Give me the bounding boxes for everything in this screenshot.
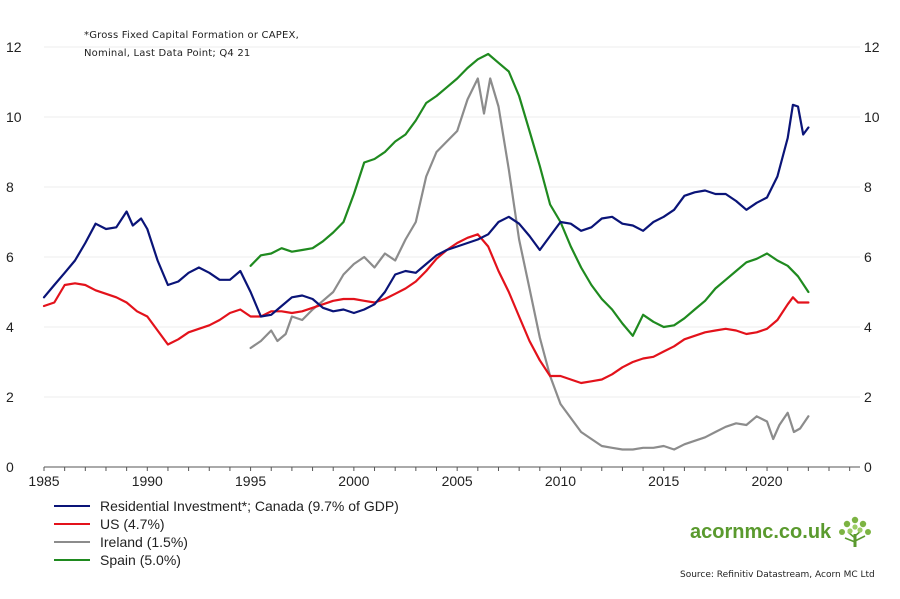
y-tick-right-4: 4	[864, 319, 872, 335]
x-tick-label-2000: 2000	[338, 473, 369, 489]
y-tick-left-6: 6	[6, 249, 14, 265]
legend-item-ireland: Ireland (1.5%)	[54, 533, 399, 551]
x-tick-label-2005: 2005	[442, 473, 473, 489]
legend-swatch-spain	[54, 559, 90, 561]
legend-swatch-canada	[54, 505, 90, 507]
tree-icon	[839, 516, 872, 547]
axes	[43, 466, 860, 471]
chart-note-line-1: *Gross Fixed Capital Formation or CAPEX,	[84, 30, 299, 41]
x-tick-label-1995: 1995	[235, 473, 266, 489]
y-tick-left-2: 2	[6, 389, 14, 405]
legend-label-us: US (4.7%)	[100, 516, 165, 532]
legend: Residential Investment*; Canada (9.7% of…	[54, 497, 399, 569]
x-tick-label-2020: 2020	[751, 473, 782, 489]
legend-item-canada: Residential Investment*; Canada (9.7% of…	[54, 497, 399, 515]
y-tick-right-2: 2	[864, 389, 872, 405]
series-lines	[42, 52, 810, 451]
tick-labels: 0 2 4 6 8 10 12 0 2 4 6 8 10 12 1985 1990 1995 2000 2005 20…	[6, 39, 880, 489]
y-tick-right-10: 10	[864, 109, 880, 125]
gridlines	[44, 46, 860, 398]
series-line-1	[42, 233, 810, 385]
series-line-2	[249, 77, 810, 451]
y-tick-left-4: 4	[6, 319, 14, 335]
y-tick-right-12: 12	[864, 39, 880, 55]
y-tick-left-10: 10	[6, 109, 22, 125]
legend-swatch-ireland	[54, 541, 90, 543]
y-tick-right-6: 6	[864, 249, 872, 265]
legend-swatch-us	[54, 523, 90, 525]
y-tick-left-0: 0	[6, 459, 14, 475]
brand: acornmc.co.uk	[690, 514, 873, 550]
series-line-0	[42, 103, 810, 318]
x-tick-label-1990: 1990	[132, 473, 163, 489]
legend-label-spain: Spain (5.0%)	[100, 552, 181, 568]
source-note: Source: Refinitiv Datastream, Acorn MC L…	[680, 570, 875, 580]
legend-item-spain: Spain (5.0%)	[54, 551, 399, 569]
x-tick-label-2010: 2010	[545, 473, 576, 489]
legend-label-canada: Residential Investment*; Canada (9.7% of…	[100, 498, 399, 514]
y-tick-left-12: 12	[6, 39, 22, 55]
y-tick-right-8: 8	[864, 179, 872, 195]
legend-label-ireland: Ireland (1.5%)	[100, 534, 188, 550]
brand-name: acornmc.co.uk	[690, 520, 832, 543]
y-tick-left-8: 8	[6, 179, 14, 195]
chart-note-line-2: Nominal, Last Data Point; Q4 21	[84, 48, 251, 59]
legend-item-us: US (4.7%)	[54, 515, 399, 533]
series-line-3	[249, 52, 810, 337]
x-tick-label-1985: 1985	[28, 473, 59, 489]
y-tick-right-0: 0	[864, 459, 872, 475]
x-tick-label-2015: 2015	[648, 473, 679, 489]
